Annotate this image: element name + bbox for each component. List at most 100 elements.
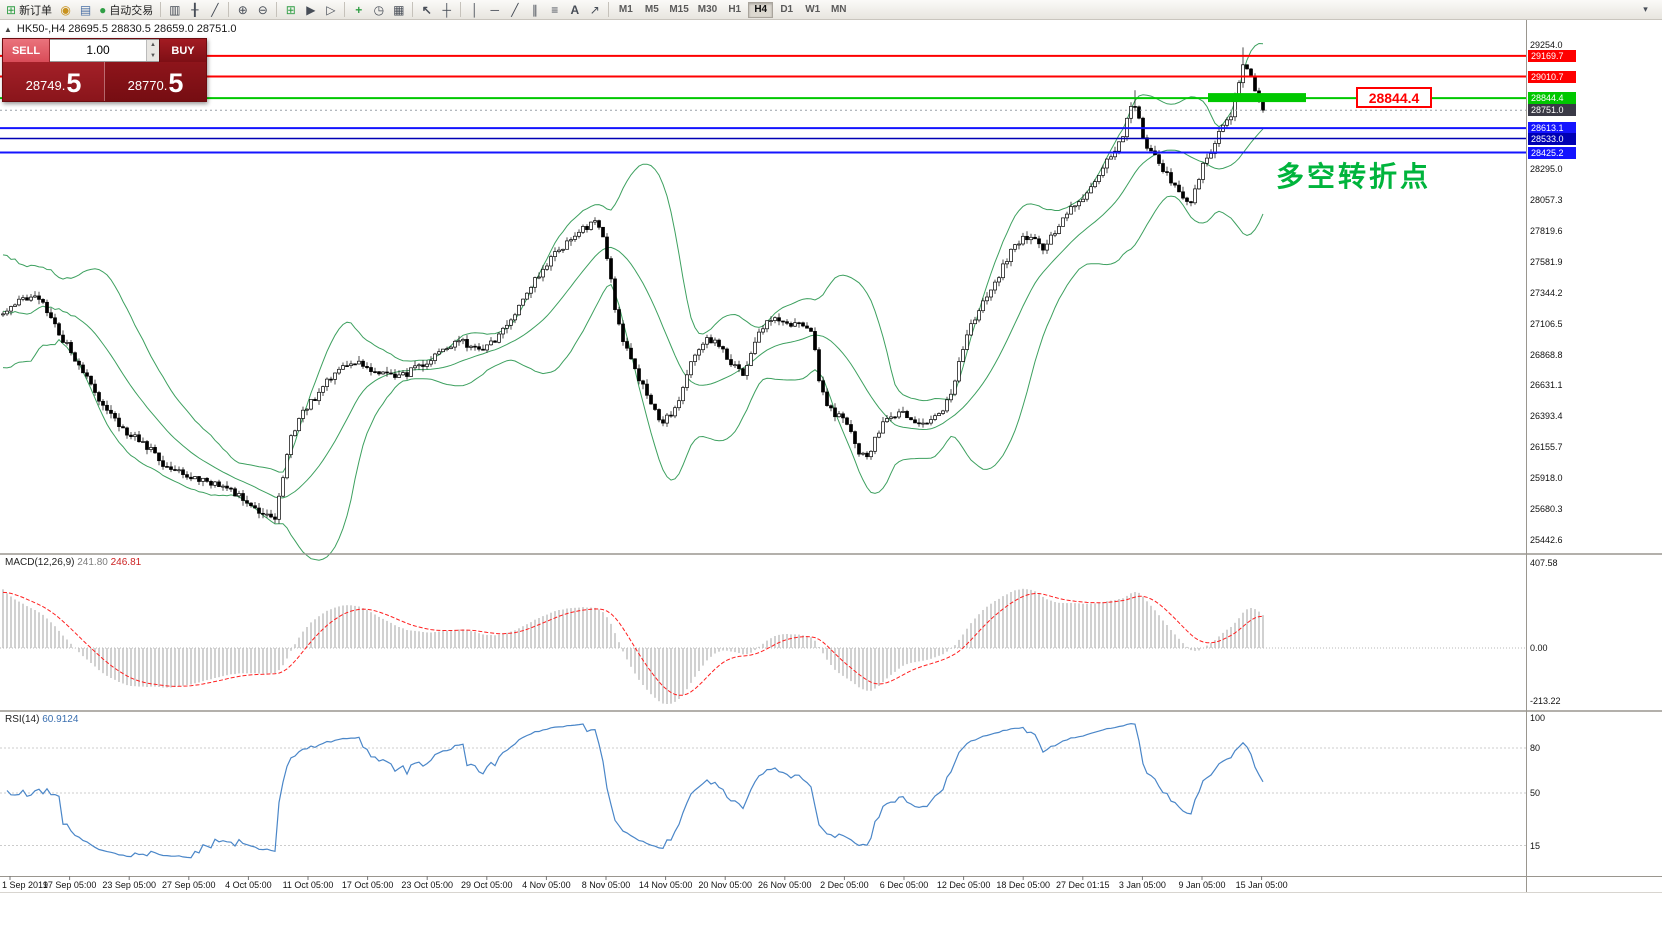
tile-windows-button[interactable]: ⊞ [281, 1, 300, 19]
macd-signal-line [2, 591, 1264, 696]
date-axis-label: 17 Sep 05:00 [42, 880, 97, 890]
channel-icon: ∥ [531, 2, 538, 17]
channel-button[interactable]: ∥ [525, 1, 544, 19]
trade-panel-prices: 28749. 5 28770. 5 [3, 62, 206, 101]
date-axis-label: 3 Jan 05:00 [1118, 880, 1166, 890]
periods-button[interactable]: ◷ [369, 1, 388, 19]
timeframe-h1-button[interactable]: H1 [722, 2, 747, 18]
periods-icon: ◷ [373, 2, 385, 17]
rsi-indicator-label: RSI(14) 60.9124 [5, 714, 78, 725]
price-axis-tick: 26631.1 [1530, 380, 1563, 391]
price-axis-tick: 27344.2 [1530, 287, 1563, 298]
rsi-value: 60.9124 [42, 714, 79, 725]
price-axis-tick: 28295.0 [1530, 164, 1563, 175]
timeframe-mn-button[interactable]: MN [826, 2, 851, 18]
indicators-icon: + [355, 2, 363, 17]
candles[interactable] [1, 47, 1265, 524]
coins-button[interactable]: ◉ [56, 1, 75, 19]
vertical-line-icon: │ [471, 2, 479, 17]
crosshair-button[interactable]: ┼ [437, 1, 456, 19]
volume-field[interactable]: 1.00 ▲ ▼ [50, 39, 159, 62]
bollinger-bands [2, 42, 1264, 561]
templates-button[interactable]: ▦ [389, 1, 408, 19]
sell-button[interactable]: SELL [3, 39, 50, 62]
price-axis[interactable]: 29254.0 28295.0 28057.3 27819.6 27581.9 27344… [1527, 0, 1662, 946]
date-axis-label: 29 Oct 05:00 [461, 880, 513, 890]
price-level-label: 29010.7 [1528, 70, 1576, 83]
buy-price[interactable]: 28770. 5 [105, 62, 206, 101]
chart-annotation-text[interactable]: 多空转折点 [1276, 161, 1432, 192]
price-tag-label[interactable]: 28844.4 [1356, 87, 1432, 109]
date-axis-label: 27 Sep 05:00 [162, 880, 216, 890]
auto-scroll-button[interactable]: ▶ [301, 1, 320, 19]
date-axis-label: 18 Dec 05:00 [996, 880, 1050, 890]
new-order-label: 新订单 [19, 4, 53, 17]
price-axis-tick: 25442.6 [1530, 534, 1563, 545]
pane-separators[interactable] [0, 20, 1662, 893]
sell-price[interactable]: 28749. 5 [3, 62, 105, 101]
new-order-icon: ⊞ [6, 2, 17, 17]
timeframe-m1-button[interactable]: M1 [613, 2, 638, 18]
toolbar-overflow-button[interactable]: ▾ [1636, 1, 1655, 19]
timeframe-m5-button[interactable]: M5 [639, 2, 664, 18]
arrows-button[interactable]: ↗ [585, 1, 604, 19]
horizontal-line-button[interactable]: ─ [485, 1, 504, 19]
price-small-digits: 28749. [25, 78, 66, 93]
coins-icon: ◉ [60, 2, 71, 17]
auto-trading-button[interactable]: ● 自动交易 [96, 1, 156, 19]
timeframe-d1-button[interactable]: D1 [774, 2, 799, 18]
zoom-in-icon: ⊕ [237, 2, 248, 17]
fibonacci-button[interactable]: ≡ [545, 1, 564, 19]
volume-up-button[interactable]: ▲ [147, 40, 159, 51]
price-level-label: 28613.1 [1528, 122, 1576, 135]
zoom-out-button[interactable]: ⊖ [253, 1, 272, 19]
timeframe-w1-button[interactable]: W1 [800, 2, 825, 18]
volume-down-button[interactable]: ▼ [147, 50, 159, 61]
date-axis-label: 23 Oct 05:00 [401, 880, 453, 890]
tile-windows-icon: ⊞ [285, 2, 296, 17]
timeframe-m30-button[interactable]: M30 [694, 2, 721, 18]
price-axis-tick: 27581.9 [1530, 256, 1563, 267]
price-level-label: 28844.4 [1528, 92, 1576, 105]
trendline-button[interactable]: ╱ [505, 1, 524, 19]
level-lines[interactable] [0, 54, 1526, 154]
zoom-in-button[interactable]: ⊕ [233, 1, 252, 19]
date-axis[interactable]: 1 Sep 2019 17 Sep 05:00 23 Sep 05:00 27 Sep… [0, 877, 1662, 892]
bar-chart-button[interactable]: ▥ [165, 1, 184, 19]
date-axis-label: 6 Dec 05:00 [879, 880, 929, 890]
indicators-button[interactable]: + [349, 1, 368, 19]
price-axis-tick: 25918.0 [1530, 472, 1563, 483]
toolbar-separator [460, 2, 462, 17]
timeframe-m15-button[interactable]: M15 [665, 2, 692, 18]
reports-button[interactable]: ▤ [76, 1, 95, 19]
timeframe-h4-button[interactable]: H4 [748, 1, 774, 18]
macd-axis-label: -213.22 [1530, 696, 1561, 706]
fibonacci-icon: ≡ [551, 2, 559, 17]
text-button[interactable]: A [565, 1, 584, 19]
highlight-segment[interactable] [1208, 93, 1306, 103]
buy-button[interactable]: BUY [159, 39, 206, 62]
date-axis-label: 14 Nov 05:00 [638, 880, 693, 890]
one-click-trading-panel: SELL 1.00 ▲ ▼ BUY 28749. 5 28770. 5 [2, 38, 207, 102]
line-chart-button[interactable]: ╱ [205, 1, 224, 19]
candlestick-button[interactable]: ╂ [185, 1, 204, 19]
new-order-button[interactable]: ⊞ 新订单 [3, 1, 55, 19]
date-axis-label: 26 Nov 05:00 [758, 880, 812, 890]
rsi-axis-label: 100 [1530, 713, 1546, 723]
volume-value[interactable]: 1.00 [86, 43, 110, 57]
crosshair-icon: ┼ [442, 2, 452, 17]
trendline-icon: ╱ [511, 2, 519, 17]
price-big-digit: 5 [66, 68, 82, 98]
candlestick-icon: ╂ [191, 2, 199, 17]
chart-shift-button[interactable]: ▷ [321, 1, 340, 19]
price-axis-tick: 26393.4 [1530, 411, 1563, 422]
vertical-line-button[interactable]: │ [465, 1, 484, 19]
panel-collapse-icon[interactable]: ▲ [4, 24, 12, 34]
cursor-button[interactable]: ↖ [417, 1, 436, 19]
date-ticks [9, 876, 1263, 880]
chart-title-row: ▲ HK50-,H4 28695.5 28830.5 28659.0 28751… [4, 23, 237, 35]
macd-name: MACD(12,26,9) [5, 557, 75, 568]
bar-chart-icon: ▥ [169, 2, 181, 17]
